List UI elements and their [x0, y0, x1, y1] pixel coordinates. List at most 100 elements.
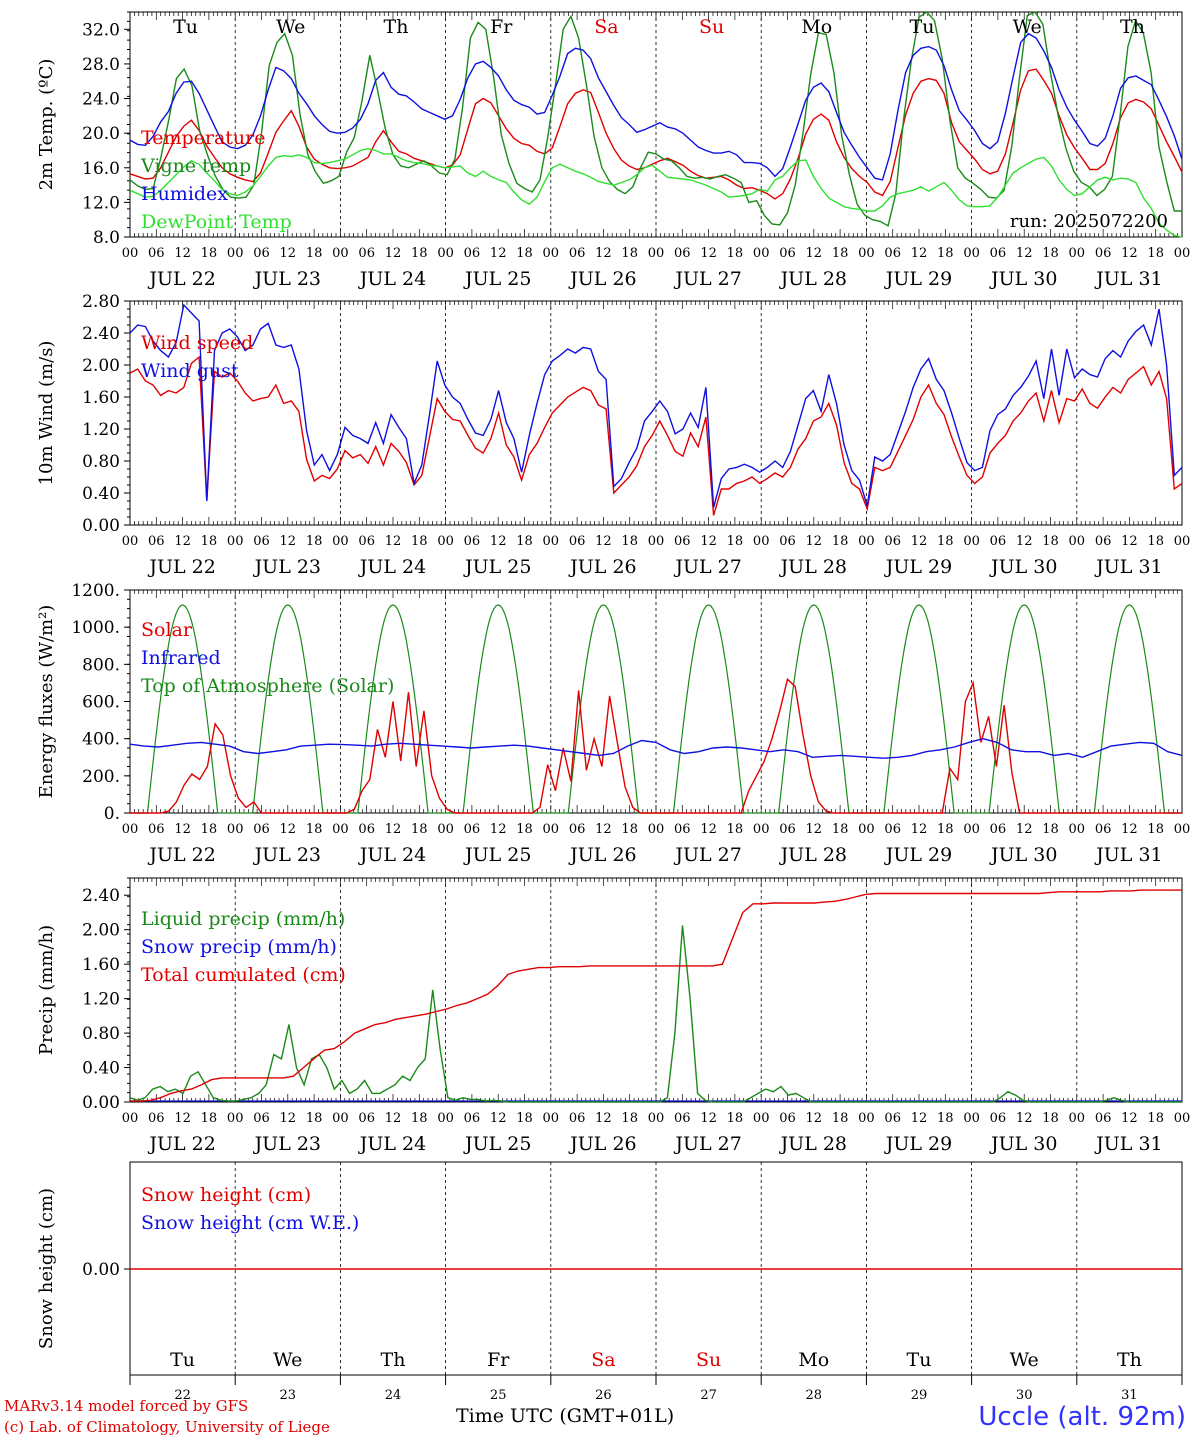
hour-tick-label: 12	[911, 822, 928, 837]
weekday-label-bottom: Mo	[798, 1349, 829, 1371]
date-tick-label: JUL 25	[463, 268, 531, 290]
hour-tick-label: 06	[990, 246, 1007, 261]
x-axis-title: Time UTC (GMT+01L)	[456, 1405, 675, 1427]
date-tick-label: JUL 26	[568, 1133, 636, 1155]
weekday-label: Mo	[801, 16, 832, 38]
hour-tick-label: 06	[674, 246, 691, 261]
hour-tick-label: 00	[543, 1111, 560, 1126]
hour-tick-label: 12	[806, 534, 823, 549]
y-tick-label: 1.60	[82, 955, 120, 975]
hour-tick-label: 00	[648, 822, 665, 837]
y-axis-label-energy: Energy fluxes (W/m²)	[36, 605, 57, 799]
hour-tick-label: 06	[148, 534, 165, 549]
hour-tick-label: 12	[1016, 246, 1033, 261]
date-tick-label: JUL 27	[673, 844, 741, 866]
hour-tick-label: 06	[569, 534, 586, 549]
hour-tick-label: 06	[884, 1111, 901, 1126]
hour-tick-label: 18	[621, 534, 638, 549]
date-tick-label: JUL 24	[358, 844, 426, 866]
date-tick-label: JUL 31	[1094, 556, 1162, 578]
weekday-label: Su	[699, 16, 724, 38]
y-tick-label: 28.0	[82, 55, 120, 75]
date-tick-label: JUL 28	[779, 556, 847, 578]
weekday-label-bottom: Th	[1117, 1349, 1142, 1371]
hour-tick-label: 06	[148, 822, 165, 837]
y-tick-label: 16.0	[82, 159, 120, 179]
hour-tick-label: 12	[280, 246, 297, 261]
legend-wind-gust: Wind gust	[141, 360, 239, 382]
run-label: run: 2025072200	[1010, 211, 1168, 232]
hour-tick-label: 18	[1147, 246, 1164, 261]
date-tick-label: JUL 27	[673, 268, 741, 290]
series-total-cumulated	[130, 889, 1182, 1102]
date-tick-label: JUL 31	[1094, 844, 1162, 866]
date-tick-label: JUL 22	[147, 844, 215, 866]
hour-tick-label: 18	[201, 534, 218, 549]
weekday-label: Sa	[594, 16, 618, 38]
hour-tick-label: 06	[358, 246, 375, 261]
hour-tick-label: 18	[832, 246, 849, 261]
date-tick-label: JUL 29	[884, 1133, 952, 1155]
hour-tick-label: 06	[990, 534, 1007, 549]
hour-tick-label: 00	[1174, 534, 1191, 549]
day-number-label: 24	[385, 1388, 402, 1403]
date-tick-label: JUL 26	[568, 844, 636, 866]
y-tick-label: 0.40	[82, 484, 120, 504]
hour-tick-label: 12	[174, 1111, 191, 1126]
hour-tick-label: 00	[963, 534, 980, 549]
hour-tick-label: 00	[858, 822, 875, 837]
hour-tick-label: 06	[358, 1111, 375, 1126]
hour-tick-label: 12	[280, 1111, 297, 1126]
y-tick-label: 0.80	[82, 452, 120, 472]
date-tick-label: JUL 25	[463, 844, 531, 866]
series-liquid-precip	[129, 925, 1182, 1103]
hour-tick-label: 00	[648, 246, 665, 261]
hour-tick-label: 00	[332, 1111, 349, 1126]
date-tick-label: JUL 29	[884, 844, 952, 866]
hour-tick-label: 06	[253, 246, 270, 261]
hour-tick-label: 00	[1174, 246, 1191, 261]
hour-tick-label: 00	[1069, 246, 1086, 261]
day-number-label: 30	[1016, 1388, 1033, 1403]
hour-tick-label: 06	[674, 1111, 691, 1126]
date-tick-label: JUL 22	[147, 268, 215, 290]
y-tick-label: 20.0	[82, 124, 120, 144]
y-tick-label: 1.20	[82, 420, 120, 440]
hour-tick-label: 06	[779, 534, 796, 549]
hour-tick-label: 12	[385, 534, 402, 549]
hour-tick-label: 06	[569, 246, 586, 261]
y-tick-label: 0.00	[82, 516, 120, 536]
credit-lab: (c) Lab. of Climatology, University of L…	[4, 1418, 330, 1436]
hour-tick-label: 18	[727, 246, 744, 261]
hour-tick-label: 00	[122, 822, 139, 837]
hour-tick-label: 18	[1147, 534, 1164, 549]
weekday-label: Tu	[173, 16, 198, 38]
y-tick-label: 2.40	[82, 324, 120, 344]
hour-tick-label: 18	[411, 822, 428, 837]
hour-tick-label: 18	[832, 1111, 849, 1126]
day-number-label: 22	[174, 1388, 191, 1403]
hour-tick-label: 18	[1042, 822, 1059, 837]
hour-tick-label: 00	[227, 534, 244, 549]
hour-tick-label: 00	[648, 534, 665, 549]
hour-tick-label: 06	[1095, 1111, 1112, 1126]
hour-tick-label: 12	[1121, 822, 1138, 837]
y-tick-label: 1.60	[82, 388, 120, 408]
hour-tick-label: 06	[569, 822, 586, 837]
hour-tick-label: 18	[516, 822, 533, 837]
day-number-label: 28	[806, 1388, 823, 1403]
date-tick-label: JUL 26	[568, 268, 636, 290]
hour-tick-label: 18	[201, 822, 218, 837]
hour-tick-label: 12	[1121, 534, 1138, 549]
hour-tick-label: 06	[358, 822, 375, 837]
hour-tick-label: 12	[911, 1111, 928, 1126]
date-tick-label: JUL 27	[673, 556, 741, 578]
y-axis-label-snow: Snow height (cm)	[36, 1188, 57, 1349]
weekday-label: Fr	[490, 16, 513, 38]
hour-tick-label: 00	[227, 1111, 244, 1126]
hour-tick-label: 12	[1016, 534, 1033, 549]
hour-tick-label: 06	[464, 246, 481, 261]
date-tick-label: JUL 30	[989, 844, 1057, 866]
hour-tick-label: 00	[1174, 822, 1191, 837]
series-wind-speed	[129, 355, 1183, 516]
